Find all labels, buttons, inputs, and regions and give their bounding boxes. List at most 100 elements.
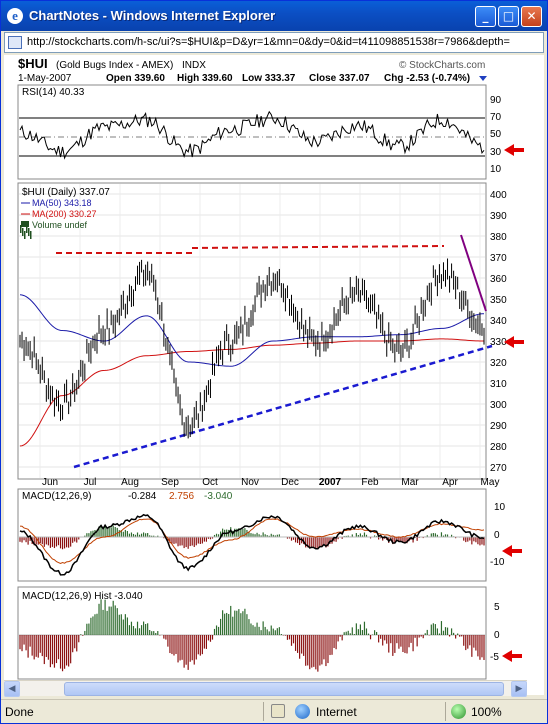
month-tick-label: Dec: [281, 477, 299, 488]
resistance-line-2: [191, 245, 445, 249]
quote-open: Open 339.60: [106, 73, 165, 84]
symbol-label: $HUI: [18, 56, 48, 71]
rsi-arrow-icon: [504, 144, 524, 156]
hist-label: MACD(12,26,9) Hist -3.040: [22, 591, 143, 602]
page-content: $HUI (Gold Bugs Index - AMEX) INDX © Sto…: [4, 55, 544, 695]
volume-bar: [26, 225, 28, 233]
macd-arrow-icon: [502, 545, 522, 557]
price-tick-label: 350: [490, 295, 507, 306]
internet-globe-icon: [295, 704, 310, 719]
price-tick-label: 360: [490, 274, 507, 285]
price-tick-label: 310: [490, 379, 507, 390]
rsi-line: [19, 110, 485, 160]
month-tick-label: Apr: [442, 477, 458, 488]
month-tick-label: May: [481, 477, 500, 488]
macd-value-1: -0.284: [128, 491, 157, 502]
price-tick-label: 380: [490, 232, 507, 243]
address-url[interactable]: http://stockcharts.com/h-sc/ui?s=$HUI&p=…: [27, 36, 510, 48]
quote-change: Chg -2.53 (-0.74%): [384, 73, 470, 84]
legend-volume: Volume undef: [32, 220, 88, 230]
rsi-tick-70: 70: [490, 112, 502, 123]
month-tick-label: Sep: [161, 477, 179, 488]
legend-ma50: MA(50) 343.18: [32, 198, 92, 208]
quote-low: Low 333.37: [242, 73, 296, 84]
symbol-name: (Gold Bugs Index - AMEX): [56, 60, 173, 71]
volume-bar: [22, 228, 24, 236]
price-tick-label: 320: [490, 358, 507, 369]
scroll-right-icon[interactable]: ▶: [511, 681, 527, 697]
hist-tick-0: 0: [494, 630, 500, 641]
status-bar: Done Internet 100%: [1, 699, 547, 723]
zoom-icon[interactable]: [451, 704, 466, 719]
macd-value-3: -3.040: [204, 491, 233, 502]
price-tick-label: 300: [490, 400, 507, 411]
month-tick-label: Aug: [121, 477, 139, 488]
legend-volume-swatch: [21, 221, 29, 227]
window-title: ChartNotes - Windows Internet Explorer: [29, 8, 276, 23]
legend-ma200: MA(200) 330.27: [32, 209, 97, 219]
status-separator: [263, 702, 264, 721]
exchange-label: INDX: [182, 60, 206, 71]
rsi-tick-30: 30: [490, 147, 502, 158]
hist-tick-5: 5: [494, 602, 500, 613]
macd-value-2: 2.756: [169, 491, 194, 502]
dropdown-arrow-icon[interactable]: [479, 76, 487, 81]
status-separator: [445, 702, 446, 721]
month-tick-label: 2007: [319, 477, 342, 488]
title-bar[interactable]: e ChartNotes - Windows Internet Explorer…: [1, 1, 547, 31]
scrollbar-thumb[interactable]: [64, 682, 504, 696]
status-text: Done: [5, 705, 34, 719]
maximize-button[interactable]: □: [498, 6, 519, 27]
macd-signal-line: [19, 518, 485, 565]
rsi-tick-50: 50: [490, 129, 502, 140]
security-icon: [271, 704, 285, 718]
price-tick-label: 390: [490, 211, 507, 222]
macd-tick-10: 10: [494, 502, 506, 513]
volume-bar: [24, 231, 26, 239]
price-tick-label: 290: [490, 421, 507, 432]
quote-high: High 339.60: [177, 73, 233, 84]
price-arrow-icon: [504, 336, 524, 348]
month-tick-label: Nov: [241, 477, 259, 488]
month-tick-label: Jun: [42, 477, 58, 488]
macd-label: MACD(12,26,9): [22, 491, 91, 502]
price-label: $HUI (Daily) 337.07: [22, 187, 110, 198]
ie-logo-icon: e: [7, 8, 23, 24]
status-zone: Internet: [316, 705, 357, 719]
hist-tick-neg5: -5: [490, 652, 499, 663]
hist-arrow-icon: [502, 650, 522, 662]
volume-bar: [28, 228, 30, 236]
brand-label: © StockCharts.com: [399, 60, 485, 71]
macd-tick-neg10: -10: [490, 557, 505, 568]
hist-panel: [17, 586, 487, 680]
macd-tick-0: 0: [494, 530, 500, 541]
month-tick-label: Oct: [202, 477, 218, 488]
macd-line: [19, 513, 485, 576]
month-tick-label: Jul: [84, 477, 97, 488]
minimize-button[interactable]: _: [475, 6, 496, 27]
horizontal-scrollbar[interactable]: ◀ ▶: [4, 680, 527, 697]
price-tick-label: 280: [490, 442, 507, 453]
stock-chart: $HUI (Gold Bugs Index - AMEX) INDX © Sto…: [17, 56, 524, 680]
rsi-label: RSI(14) 40.33: [22, 87, 85, 98]
status-zoom[interactable]: 100%: [471, 705, 502, 719]
month-tick-label: Mar: [401, 477, 419, 488]
month-tick-label: Feb: [361, 477, 379, 488]
rsi-tick-90: 90: [490, 95, 502, 106]
page-icon: [8, 36, 22, 49]
price-panel: [17, 182, 487, 480]
rsi-tick-10: 10: [490, 164, 502, 175]
scroll-left-icon[interactable]: ◀: [4, 681, 20, 697]
price-tick-label: 340: [490, 316, 507, 327]
quote-date: 1-May-2007: [18, 73, 72, 84]
quote-close: Close 337.07: [309, 73, 370, 84]
price-tick-label: 400: [490, 190, 507, 201]
volume-bar: [30, 231, 32, 239]
address-bar[interactable]: http://stockcharts.com/h-sc/ui?s=$HUI&p=…: [4, 32, 544, 53]
price-tick-label: 330: [490, 337, 507, 348]
close-button[interactable]: ✕: [521, 6, 542, 27]
rsi-panel: [17, 84, 487, 180]
purple-downtrend-line: [460, 234, 487, 312]
support-trendline: [73, 344, 493, 469]
